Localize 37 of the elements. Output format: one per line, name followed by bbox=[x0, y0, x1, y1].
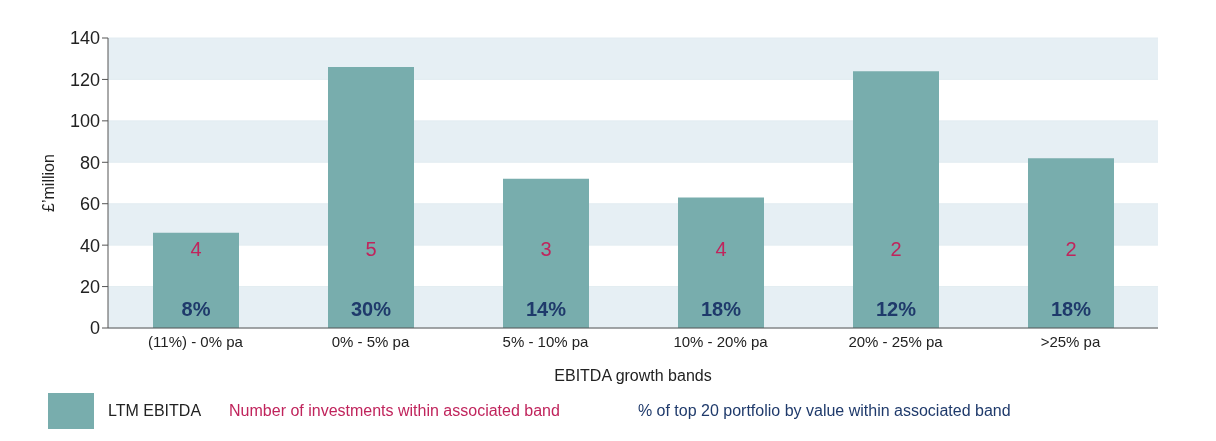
y-tick-label: 140 bbox=[69, 28, 100, 49]
y-tick-label: 60 bbox=[79, 194, 100, 215]
bar bbox=[1028, 158, 1114, 328]
y-tick-label: 80 bbox=[79, 152, 100, 173]
bar bbox=[503, 178, 589, 328]
annotation: 8% bbox=[181, 298, 211, 321]
annotation: 4 bbox=[190, 238, 202, 261]
text: % of top 20 portfolio by value within associated band bbox=[637, 402, 1011, 420]
legend-label: LTM EBITDA bbox=[107, 401, 202, 421]
x-tick-label: 10% - 20% pa bbox=[673, 332, 769, 350]
bar bbox=[153, 232, 239, 328]
x-tick-label: 5% - 10% pa bbox=[502, 332, 590, 350]
annotation: 2 bbox=[890, 238, 902, 261]
annotation: 18% bbox=[700, 298, 742, 321]
x-tick-label: >25% pa bbox=[1040, 332, 1101, 350]
bar bbox=[328, 67, 414, 328]
x-axis-title: EBITDA growth bands bbox=[554, 367, 712, 384]
annotation: 5 bbox=[365, 238, 377, 261]
y-tick-label: 0 bbox=[89, 318, 100, 339]
x-tick-label: 20% - 25% pa bbox=[848, 332, 944, 350]
bar bbox=[678, 197, 764, 328]
x-tick-label: (11%) - 0% pa bbox=[148, 332, 244, 350]
text: Number of investments within associated band bbox=[229, 402, 560, 420]
annotation: 4 bbox=[715, 238, 727, 261]
x-tick-label: 0% - 5% pa bbox=[331, 332, 410, 350]
y-tick-label: 40 bbox=[79, 235, 100, 256]
annotation: 14% bbox=[525, 298, 567, 321]
y-tick-label: 120 bbox=[69, 69, 100, 90]
y-axis-title: £’million bbox=[39, 154, 57, 212]
annotation: 2 bbox=[1065, 238, 1077, 261]
bar bbox=[853, 71, 939, 328]
y-tick-label: 100 bbox=[69, 111, 100, 132]
annotation: 3 bbox=[540, 238, 552, 261]
annotation: 18% bbox=[1050, 298, 1092, 321]
annotation: 30% bbox=[350, 298, 392, 321]
annotation: 12% bbox=[875, 298, 917, 321]
y-tick-label: 20 bbox=[79, 276, 100, 297]
